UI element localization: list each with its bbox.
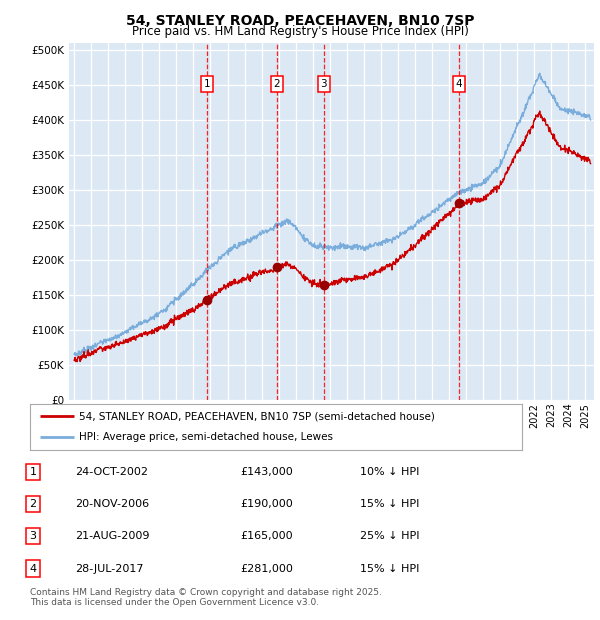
Text: 20-NOV-2006: 20-NOV-2006 (75, 499, 149, 509)
Text: £165,000: £165,000 (240, 531, 293, 541)
Text: 21-AUG-2009: 21-AUG-2009 (75, 531, 149, 541)
Text: 54, STANLEY ROAD, PEACEHAVEN, BN10 7SP (semi-detached house): 54, STANLEY ROAD, PEACEHAVEN, BN10 7SP (… (79, 412, 435, 422)
Text: 54, STANLEY ROAD, PEACEHAVEN, BN10 7SP: 54, STANLEY ROAD, PEACEHAVEN, BN10 7SP (126, 14, 474, 28)
Text: 3: 3 (320, 79, 327, 89)
Text: 1: 1 (29, 467, 37, 477)
Text: 3: 3 (29, 531, 37, 541)
Text: 15% ↓ HPI: 15% ↓ HPI (360, 499, 419, 509)
Text: 24-OCT-2002: 24-OCT-2002 (75, 467, 148, 477)
Text: 10% ↓ HPI: 10% ↓ HPI (360, 467, 419, 477)
Text: 2: 2 (29, 499, 37, 509)
Text: HPI: Average price, semi-detached house, Lewes: HPI: Average price, semi-detached house,… (79, 432, 333, 442)
Text: 1: 1 (204, 79, 211, 89)
Text: 4: 4 (455, 79, 462, 89)
Text: Price paid vs. HM Land Registry's House Price Index (HPI): Price paid vs. HM Land Registry's House … (131, 25, 469, 38)
Text: 28-JUL-2017: 28-JUL-2017 (75, 564, 143, 574)
Text: £143,000: £143,000 (240, 467, 293, 477)
Text: 25% ↓ HPI: 25% ↓ HPI (360, 531, 419, 541)
Text: £281,000: £281,000 (240, 564, 293, 574)
Text: £190,000: £190,000 (240, 499, 293, 509)
Text: 15% ↓ HPI: 15% ↓ HPI (360, 564, 419, 574)
Text: 4: 4 (29, 564, 37, 574)
Text: 2: 2 (274, 79, 280, 89)
Text: Contains HM Land Registry data © Crown copyright and database right 2025.
This d: Contains HM Land Registry data © Crown c… (30, 588, 382, 607)
